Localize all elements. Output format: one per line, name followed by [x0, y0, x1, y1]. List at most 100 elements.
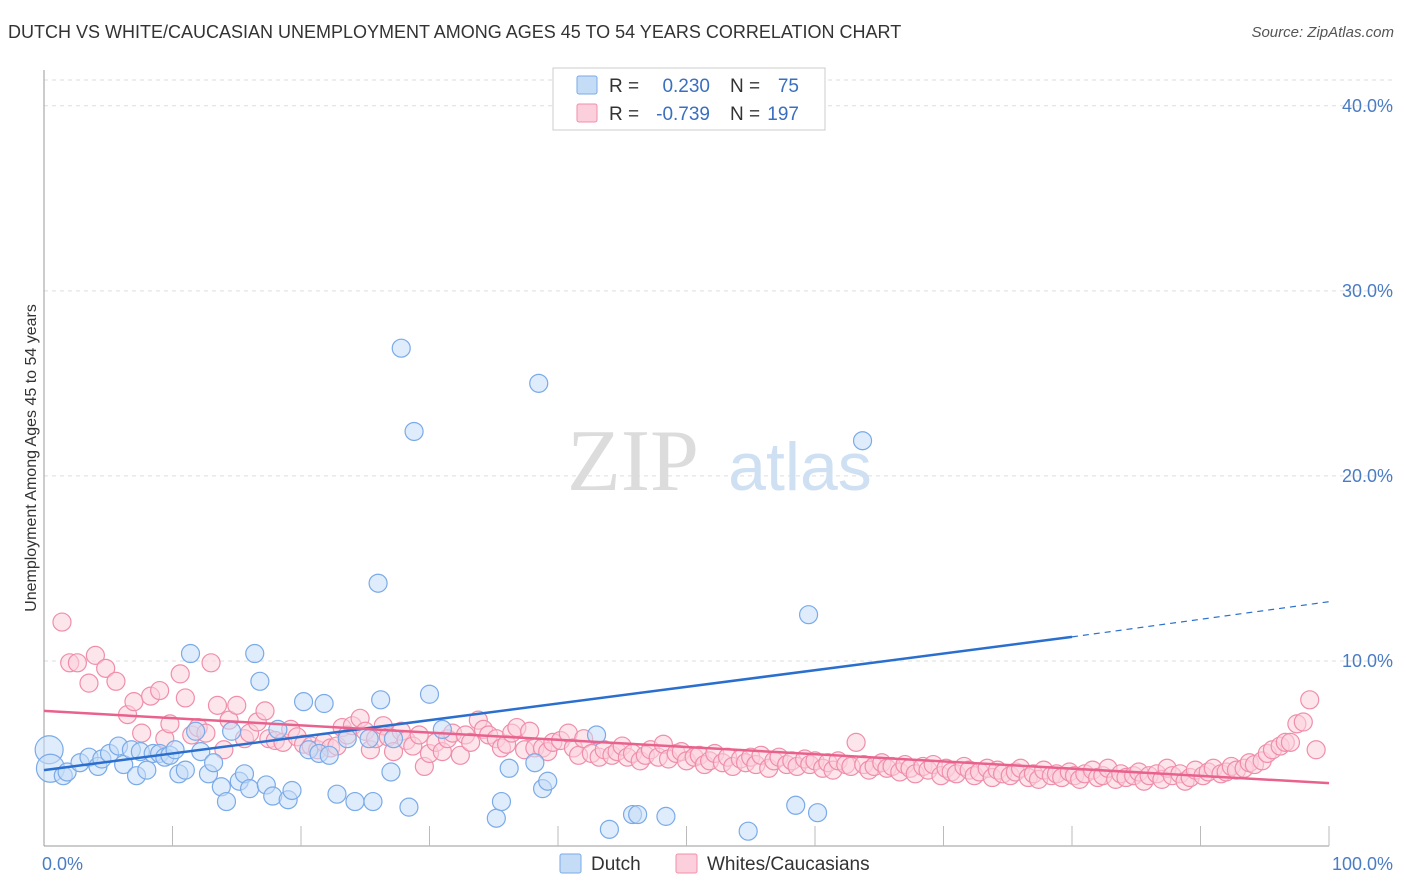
dutch-point — [798, 605, 819, 625]
x-tick-label-max: 100.0% — [1332, 854, 1393, 874]
whites-point — [846, 732, 866, 752]
watermark-atlas: atlas — [728, 429, 872, 505]
dutch-point — [491, 791, 512, 812]
dutch-point — [245, 643, 265, 664]
dutch-point — [371, 690, 391, 710]
grid-lines — [44, 79, 1393, 662]
legend-swatch-whites — [576, 103, 598, 123]
bottom-legend-swatch-whites — [675, 853, 698, 874]
whites-point — [201, 653, 221, 673]
dutch-point — [293, 692, 314, 712]
x-ticks — [172, 826, 1330, 846]
y-axis-label: Unemployment Among Ages 45 to 54 years — [23, 304, 40, 612]
dutch-point — [250, 671, 270, 691]
series-whites-points — [52, 612, 1326, 791]
dutch-point — [345, 791, 365, 812]
dutch-point — [525, 753, 545, 773]
whites-point — [96, 658, 116, 678]
whites-point — [207, 695, 228, 715]
y-tick-label: 40.0% — [1342, 96, 1393, 116]
dutch-point — [175, 760, 195, 780]
dutch-point — [216, 791, 237, 812]
dutch-point — [186, 721, 206, 741]
y-tick-label: 20.0% — [1342, 466, 1393, 486]
whites-point — [67, 653, 88, 673]
dutch-point — [180, 643, 201, 664]
dutch-point — [538, 771, 558, 791]
watermark-zip: ZIP — [567, 413, 699, 510]
whites-point — [150, 680, 170, 701]
dutch-point — [599, 819, 620, 839]
dutch-point — [486, 808, 506, 828]
dutch-point — [363, 791, 383, 812]
whites-point — [409, 725, 429, 745]
dutch-point — [529, 373, 549, 393]
dutch-point — [432, 719, 452, 740]
legend-box — [552, 67, 826, 131]
dutch-point — [359, 729, 379, 749]
dutch-point — [738, 821, 758, 841]
dutch-point — [391, 338, 411, 358]
legend-n-label-whites: N = — [730, 104, 760, 125]
dutch-point — [628, 804, 648, 825]
whites-trend-line — [43, 709, 1330, 785]
whites-point — [79, 673, 99, 693]
bottom-legend-label-dutch: Dutch — [591, 854, 641, 875]
legend-n-value-dutch: 75 — [778, 76, 799, 97]
legend-r-value-dutch: 0.230 — [662, 76, 710, 97]
trend-lines — [43, 601, 1330, 785]
x-tick-label-min: 0.0% — [42, 854, 83, 874]
dutch-point — [314, 693, 334, 714]
dutch-point — [240, 779, 260, 799]
whites-point — [461, 732, 481, 752]
whites-point — [227, 695, 247, 715]
bottom-legend-label-whites: Whites/Caucasians — [707, 854, 870, 875]
y-tick-label: 30.0% — [1342, 281, 1393, 301]
whites-point — [1280, 732, 1301, 752]
y-tick-labels: 10.0% 20.0% 30.0% 40.0% — [1342, 96, 1393, 671]
chart-title: DUTCH VS WHITE/CAUCASIAN UNEMPLOYMENT AM… — [8, 22, 902, 42]
legend: R = 0.230 N = 75 R = -0.739 N = 197 — [552, 67, 826, 131]
watermark: ZIP atlas — [567, 413, 872, 510]
dutch-point — [399, 797, 419, 817]
legend-r-label-whites: R = — [609, 104, 639, 125]
dutch-point — [807, 803, 828, 823]
dutch-trend-line — [43, 635, 1073, 772]
dutch-point — [656, 806, 676, 826]
dutch-point — [404, 421, 424, 442]
dutch-trend-extension — [1071, 601, 1330, 638]
whites-point — [106, 671, 126, 691]
legend-r-value-whites: -0.739 — [656, 104, 710, 125]
whites-point — [1306, 740, 1326, 760]
dutch-point — [327, 784, 347, 804]
whites-point — [124, 692, 144, 712]
whites-point — [52, 612, 72, 632]
whites-point — [255, 701, 275, 721]
legend-n-label-dutch: N = — [730, 76, 760, 97]
whites-point — [450, 745, 470, 765]
dutch-point — [499, 758, 519, 778]
dutch-point — [381, 762, 401, 782]
whites-point — [85, 645, 106, 665]
chart-source: Source: ZipAtlas.com — [1251, 24, 1394, 41]
whites-point — [1300, 690, 1320, 710]
whites-point — [1293, 712, 1313, 732]
bottom-legend: Dutch Whites/Caucasians — [559, 853, 870, 875]
dutch-point — [204, 753, 224, 773]
dutch-point — [282, 780, 302, 801]
y-tick-label: 10.0% — [1342, 651, 1393, 671]
dutch-point — [137, 760, 157, 780]
legend-n-value-whites: 197 — [767, 104, 799, 125]
whites-point — [170, 664, 190, 684]
dutch-point — [383, 729, 404, 749]
dutch-point — [222, 721, 242, 741]
dutch-point — [319, 745, 339, 765]
dutch-point — [586, 725, 607, 745]
dutch-point — [165, 740, 185, 760]
dutch-point — [419, 684, 440, 704]
dutch-point — [368, 573, 388, 593]
whites-point — [175, 688, 195, 708]
legend-swatch-dutch — [576, 75, 598, 95]
dutch-point — [852, 431, 873, 451]
legend-r-label-dutch: R = — [609, 76, 639, 97]
